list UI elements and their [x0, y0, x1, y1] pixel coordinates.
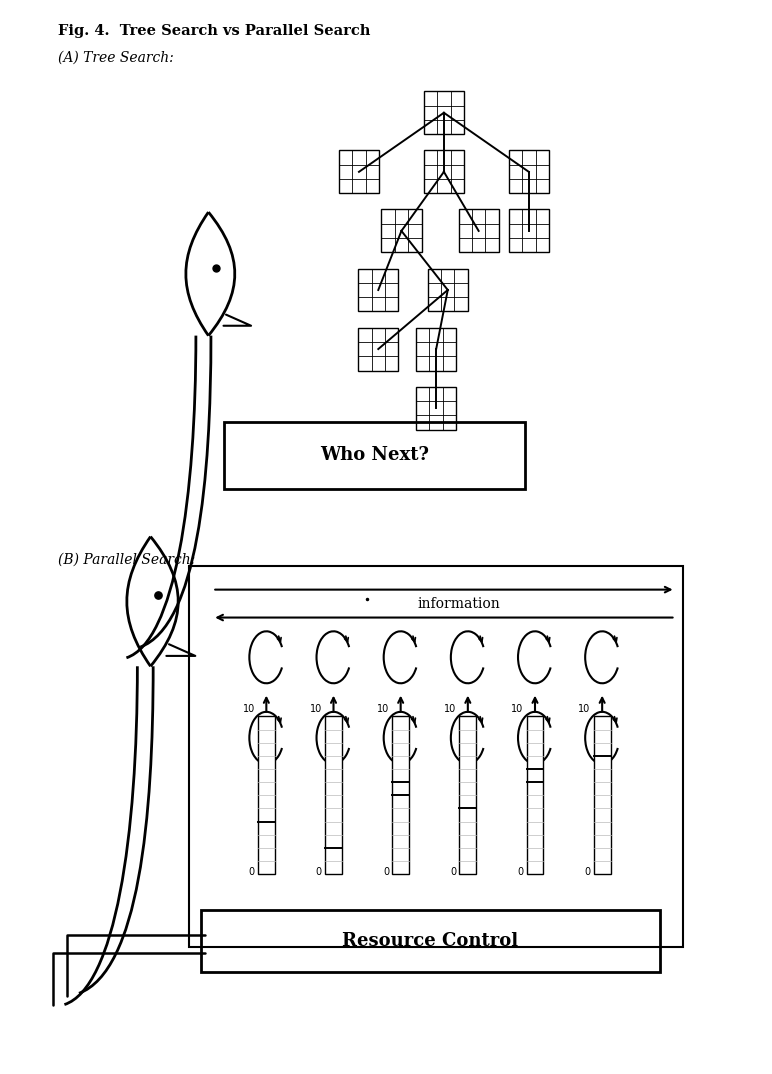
- Text: (A) Tree Search:: (A) Tree Search:: [58, 50, 174, 64]
- Bar: [424, 150, 464, 193]
- Bar: [527, 716, 543, 874]
- Text: Who Next?: Who Next?: [320, 447, 429, 464]
- Text: 0: 0: [584, 867, 591, 877]
- Bar: [416, 328, 456, 371]
- Text: information: information: [418, 596, 501, 611]
- Text: 10: 10: [444, 705, 456, 714]
- Text: (B) Parallel Search:: (B) Parallel Search:: [58, 553, 195, 567]
- Bar: [416, 387, 456, 430]
- Bar: [424, 91, 464, 134]
- Text: 0: 0: [450, 867, 456, 877]
- Bar: [339, 150, 379, 193]
- Bar: [224, 422, 525, 489]
- Bar: [392, 716, 409, 874]
- Bar: [189, 566, 683, 947]
- Text: 10: 10: [377, 705, 389, 714]
- Text: Resource Control: Resource Control: [342, 932, 519, 949]
- Text: Fig. 4.  Tree Search vs Parallel Search: Fig. 4. Tree Search vs Parallel Search: [58, 24, 371, 38]
- Bar: [459, 716, 476, 874]
- Text: 10: 10: [310, 705, 322, 714]
- Text: 0: 0: [383, 867, 389, 877]
- Bar: [459, 209, 499, 252]
- Bar: [201, 910, 660, 972]
- Bar: [509, 150, 549, 193]
- Text: 0: 0: [316, 867, 322, 877]
- Bar: [325, 716, 342, 874]
- Bar: [594, 716, 611, 874]
- Text: 10: 10: [511, 705, 523, 714]
- Bar: [509, 209, 549, 252]
- Text: 10: 10: [578, 705, 591, 714]
- Bar: [358, 268, 398, 311]
- Bar: [258, 716, 275, 874]
- Text: 10: 10: [242, 705, 255, 714]
- Text: 0: 0: [517, 867, 523, 877]
- Bar: [428, 268, 468, 311]
- Text: 0: 0: [249, 867, 255, 877]
- Bar: [381, 209, 422, 252]
- Bar: [358, 328, 398, 371]
